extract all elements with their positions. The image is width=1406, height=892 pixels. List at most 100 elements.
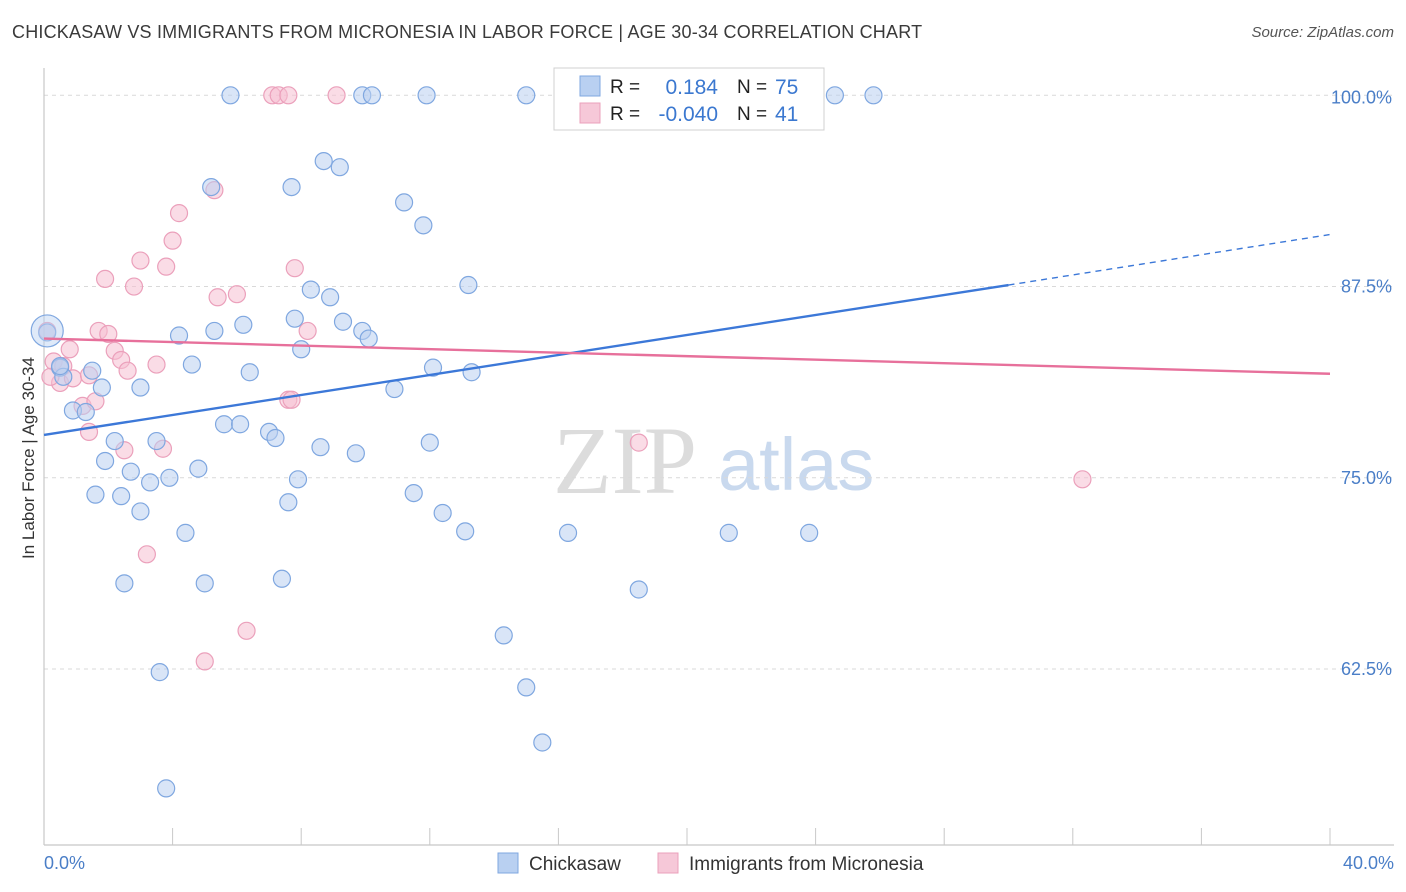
micronesia-point — [95, 269, 115, 288]
chickasaw-point — [330, 158, 349, 177]
y-axis-label: In Labor Force | Age 30-34 — [19, 357, 38, 559]
chickasaw-point — [558, 523, 578, 542]
legend-n-label: N = — [737, 77, 767, 98]
legend-r-label: R = — [610, 104, 640, 125]
micronesia-point — [163, 231, 182, 250]
bottom-legend-swatch-chickasaw — [497, 852, 519, 874]
micronesia-point — [195, 652, 214, 671]
chickasaw-point — [112, 487, 131, 506]
chickasaw-point — [301, 280, 320, 299]
micronesia-point — [227, 285, 246, 304]
x-axis-ticks — [43, 828, 1331, 845]
chickasaw-point — [140, 473, 160, 492]
chickasaw-point — [189, 459, 208, 478]
chickasaw-point — [182, 355, 201, 374]
chickasaw-point — [76, 402, 95, 422]
y-tick-label: 100.0% — [1331, 87, 1392, 107]
chickasaw-point — [147, 431, 166, 451]
bottom-legend: Chickasaw Immigrants from Micronesia — [497, 852, 924, 875]
chickasaw-point — [456, 522, 475, 541]
micronesia-point — [208, 288, 227, 307]
chickasaw-point — [404, 484, 423, 503]
chickasaw-point — [272, 569, 292, 588]
watermark-zip: ZIP — [553, 407, 697, 514]
chickasaw-point — [533, 733, 552, 752]
micronesia-point — [169, 204, 189, 223]
series-micronesia-points — [38, 86, 1092, 671]
legend-swatch-micronesia — [579, 102, 601, 124]
chickasaw-point — [150, 663, 169, 682]
bottom-legend-swatch-micronesia — [657, 852, 679, 874]
bottom-legend-label-chickasaw: Chickasaw — [529, 854, 621, 875]
chickasaw-point — [864, 86, 883, 105]
chickasaw-cluster-point — [30, 314, 64, 348]
chickasaw-point — [420, 433, 439, 452]
chickasaw-point — [385, 379, 404, 399]
chickasaw-point — [176, 523, 195, 542]
chickasaw-point — [459, 275, 478, 295]
chickasaw-point — [311, 438, 330, 457]
chickasaw-point — [825, 86, 844, 105]
chickasaw-point — [202, 178, 221, 197]
chickasaw-point — [205, 321, 224, 341]
micronesia-point — [60, 340, 79, 359]
chickasaw-point — [394, 193, 414, 212]
micronesia-point — [279, 86, 298, 105]
micronesia-point — [118, 361, 137, 380]
chickasaw-point — [231, 415, 250, 434]
gridlines — [44, 94, 1394, 670]
chickasaw-point — [50, 357, 70, 376]
micronesia-point — [99, 324, 118, 344]
y-tick-label: 75.0% — [1341, 468, 1392, 488]
legend-r-label: R = — [610, 77, 640, 98]
chickasaw-point — [234, 315, 253, 334]
chickasaw-point — [282, 178, 301, 197]
micronesia-point — [137, 545, 156, 564]
chickasaw-point — [214, 415, 234, 434]
legend-n-value-micronesia: 41 — [775, 103, 798, 126]
chart-title: CHICKASAW VS IMMIGRANTS FROM MICRONESIA … — [12, 22, 923, 42]
chickasaw-point — [800, 523, 819, 542]
chickasaw-point — [285, 309, 304, 328]
trend-lines — [43, 233, 1331, 437]
chickasaw-point — [359, 329, 378, 348]
micronesia-point — [131, 251, 150, 270]
chickasaw-point — [423, 358, 443, 377]
chickasaw-point — [433, 503, 452, 523]
micronesia-point — [147, 355, 166, 374]
legend-box: R = 0.184 N = 75 R = -0.040 N = 41 — [553, 67, 825, 131]
chickasaw-point — [719, 523, 738, 542]
x-tick-label-min: 0.0% — [44, 853, 85, 873]
chickasaw-point — [279, 493, 298, 512]
legend-swatch-chickasaw — [579, 75, 601, 97]
micronesia-point — [629, 433, 648, 452]
chickasaw-point — [266, 428, 285, 448]
chickasaw-point — [362, 86, 382, 105]
bottom-legend-label-micronesia: Immigrants from Micronesia — [689, 854, 924, 875]
micronesia-point — [285, 259, 304, 278]
micronesia-trend-line — [43, 337, 1331, 375]
micronesia-point — [1073, 470, 1092, 489]
chickasaw-point — [417, 86, 436, 105]
chickasaw-point — [414, 216, 433, 235]
legend-n-value-chickasaw: 75 — [775, 76, 798, 99]
chickasaw-point — [462, 363, 481, 382]
micronesia-point — [157, 257, 176, 276]
chickasaw-point — [160, 468, 179, 487]
y-tick-label: 62.5% — [1341, 659, 1392, 679]
y-tick-labels: 62.5% 75.0% 87.5% 100.0% — [1331, 87, 1392, 679]
chickasaw-point — [629, 580, 648, 599]
chickasaw-point — [195, 574, 214, 593]
chickasaw-point — [131, 378, 150, 397]
chickasaw-point — [92, 378, 111, 397]
chickasaw-point — [346, 444, 365, 463]
series-chickasaw-points — [30, 86, 883, 798]
micronesia-point — [237, 621, 256, 640]
source-credit: Source: ZipAtlas.com — [1251, 24, 1394, 41]
chickasaw-point — [115, 574, 134, 593]
x-tick-label-max: 40.0% — [1343, 853, 1394, 873]
micronesia-point — [124, 277, 144, 296]
chickasaw-point — [333, 312, 353, 331]
chickasaw-point — [494, 626, 513, 645]
